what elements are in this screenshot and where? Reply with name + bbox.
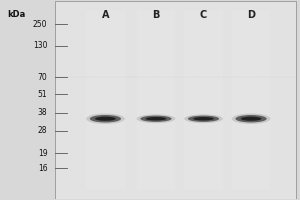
Ellipse shape bbox=[232, 113, 270, 124]
Text: C: C bbox=[200, 10, 207, 20]
FancyBboxPatch shape bbox=[136, 11, 175, 189]
Text: B: B bbox=[152, 10, 160, 20]
Ellipse shape bbox=[188, 116, 219, 122]
FancyBboxPatch shape bbox=[232, 11, 270, 189]
FancyBboxPatch shape bbox=[55, 1, 296, 199]
FancyBboxPatch shape bbox=[184, 11, 223, 189]
Text: D: D bbox=[247, 10, 255, 20]
Text: 250: 250 bbox=[33, 20, 47, 29]
Ellipse shape bbox=[136, 114, 175, 123]
Ellipse shape bbox=[241, 117, 262, 121]
Text: 19: 19 bbox=[38, 149, 47, 158]
Ellipse shape bbox=[193, 117, 214, 120]
Ellipse shape bbox=[95, 117, 116, 121]
Text: 130: 130 bbox=[33, 41, 47, 50]
Text: 70: 70 bbox=[38, 73, 47, 82]
Ellipse shape bbox=[86, 113, 125, 124]
Text: 38: 38 bbox=[38, 108, 47, 117]
Ellipse shape bbox=[236, 115, 267, 122]
Text: kDa: kDa bbox=[7, 10, 26, 19]
Ellipse shape bbox=[146, 117, 166, 120]
Ellipse shape bbox=[90, 115, 121, 122]
Ellipse shape bbox=[140, 116, 172, 122]
Text: 16: 16 bbox=[38, 164, 47, 173]
Text: 51: 51 bbox=[38, 90, 47, 99]
Text: A: A bbox=[102, 10, 109, 20]
FancyBboxPatch shape bbox=[86, 11, 125, 189]
Ellipse shape bbox=[184, 114, 223, 123]
Text: 28: 28 bbox=[38, 126, 47, 135]
